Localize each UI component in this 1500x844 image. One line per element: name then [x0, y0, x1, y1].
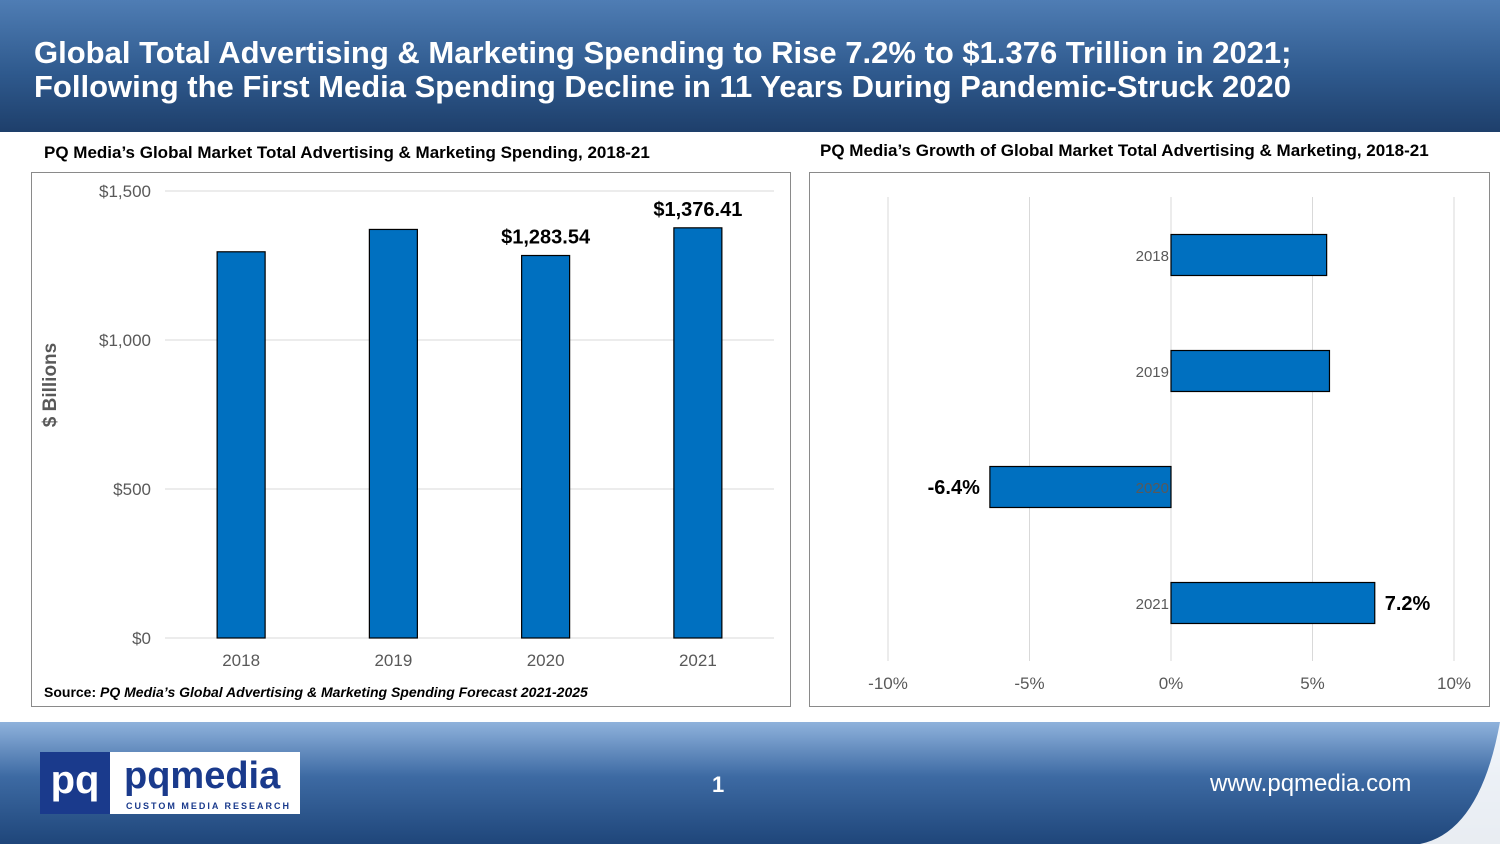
x-tick-label: -5%	[1014, 674, 1044, 693]
category-label: 2021	[1136, 596, 1169, 613]
spending-bar-chart: $0 $500 $1,000 $1,500 2018 2019 2020 $1,283.54 2…	[40, 182, 774, 670]
bar-2018	[216, 251, 266, 639]
logo-tagline: CUSTOM MEDIA RESEARCH	[126, 801, 292, 811]
bar-2019	[1170, 349, 1331, 393]
footer-curve-decoration	[1420, 722, 1500, 844]
headline-line-2: Following the First Media Spending Decli…	[34, 69, 1291, 104]
growth-chart-title: PQ Media’s Growth of Global Market Total…	[820, 141, 1429, 160]
data-label-2021: $1,376.41	[653, 199, 742, 221]
y-tick-label: $1,000	[99, 331, 151, 350]
x-tick-label: 10%	[1437, 674, 1471, 693]
pqmedia-logo: pq pqmedia CUSTOM MEDIA RESEARCH	[40, 752, 300, 814]
y-tick-label: $1,500	[99, 182, 151, 201]
x-tick-label: 2021	[679, 651, 717, 670]
header-banner: Global Total Advertising & Marketing Spe…	[0, 0, 1500, 132]
data-label-2020: -6.4%	[928, 477, 980, 499]
x-tick-label: -10%	[868, 674, 908, 693]
logo-wordmark: pqmedia	[124, 755, 281, 797]
y-axis-label: $ Billions	[40, 343, 61, 427]
data-label-2021: 7.2%	[1385, 593, 1431, 615]
logo-mark: pq	[40, 752, 110, 814]
category-label: 2020	[1136, 480, 1169, 497]
x-tick-label: 2019	[374, 651, 412, 670]
x-tick-label: 2018	[222, 651, 260, 670]
bar-2019	[368, 228, 418, 639]
bar-2021	[1170, 581, 1376, 625]
y-tick-label: $500	[113, 480, 151, 499]
bar-2020	[989, 465, 1172, 509]
x-tick-label: 2020	[527, 651, 565, 670]
source-text: PQ Media’s Global Advertising & Marketin…	[100, 684, 588, 700]
page-number: 1	[712, 772, 725, 797]
website-url: www.pqmedia.com	[1210, 770, 1412, 797]
category-label: 2018	[1136, 248, 1169, 265]
headline-line-1: Global Total Advertising & Marketing Spe…	[34, 35, 1292, 70]
bar-2020	[521, 254, 571, 639]
source-label: Source:	[44, 684, 97, 700]
bar-2021	[673, 227, 723, 639]
bar-chart-title: PQ Media’s Global Market Total Advertisi…	[44, 143, 650, 162]
growth-chart-panel: -10% -5% 0% 5% 10% 2018 2019 2020 -6.4% 2021 7.2%	[809, 172, 1490, 707]
source-note: Source: PQ Media’s Global Advertising & …	[44, 684, 588, 700]
spending-chart-panel: $0 $500 $1,000 $1,500 2018 2019 2020 $1,283.54 2…	[31, 172, 791, 707]
x-tick-label: 5%	[1300, 674, 1325, 693]
category-label: 2019	[1136, 364, 1169, 381]
data-label-2020: $1,283.54	[501, 227, 591, 249]
bar-2018	[1170, 233, 1328, 277]
x-tick-label: 0%	[1159, 674, 1184, 693]
y-tick-label: $0	[132, 629, 151, 648]
growth-bar-chart: -10% -5% 0% 5% 10% 2018 2019 2020 -6.4% 2021 7.2%	[868, 197, 1471, 693]
